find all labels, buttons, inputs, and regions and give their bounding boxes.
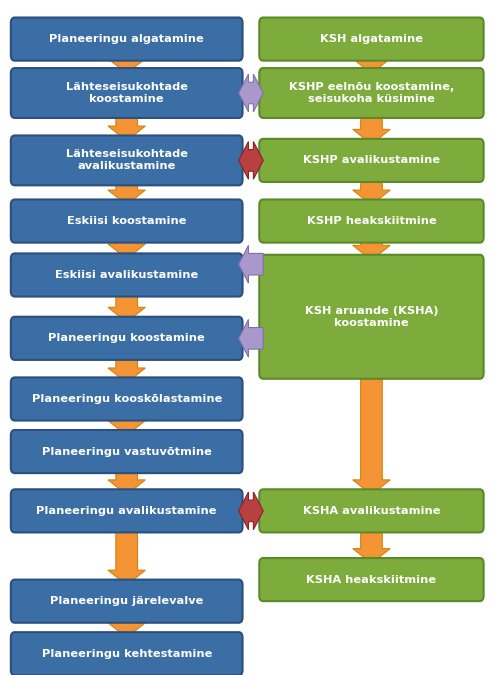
Polygon shape bbox=[353, 113, 390, 144]
Polygon shape bbox=[239, 142, 263, 180]
Text: KSH algatamine: KSH algatamine bbox=[320, 34, 423, 44]
Polygon shape bbox=[353, 373, 390, 495]
Polygon shape bbox=[239, 492, 263, 530]
FancyBboxPatch shape bbox=[259, 558, 484, 601]
Text: Planeeringu avalikustamine: Planeeringu avalikustamine bbox=[36, 506, 217, 516]
Polygon shape bbox=[108, 113, 146, 141]
Polygon shape bbox=[108, 415, 146, 435]
FancyBboxPatch shape bbox=[11, 136, 243, 186]
Polygon shape bbox=[239, 74, 263, 112]
FancyBboxPatch shape bbox=[11, 18, 243, 61]
Polygon shape bbox=[108, 527, 146, 585]
Polygon shape bbox=[108, 618, 146, 638]
Text: Planeeringu kehtestamine: Planeeringu kehtestamine bbox=[41, 649, 212, 659]
Text: Planeeringu kooskõlastamine: Planeeringu kooskõlastamine bbox=[31, 394, 222, 404]
Polygon shape bbox=[108, 354, 146, 383]
FancyBboxPatch shape bbox=[11, 317, 243, 360]
Text: KSHA avalikustamine: KSHA avalikustamine bbox=[303, 506, 440, 516]
Polygon shape bbox=[108, 291, 146, 322]
Text: KSHP eelnõu koostamine,
seisukoha küsimine: KSHP eelnõu koostamine, seisukoha küsimi… bbox=[289, 82, 454, 104]
FancyBboxPatch shape bbox=[259, 254, 484, 379]
Text: Eskiisi avalikustamine: Eskiisi avalikustamine bbox=[55, 270, 198, 280]
Polygon shape bbox=[108, 180, 146, 205]
FancyBboxPatch shape bbox=[11, 489, 243, 533]
Polygon shape bbox=[239, 245, 263, 283]
Polygon shape bbox=[239, 319, 263, 357]
Polygon shape bbox=[353, 55, 390, 74]
Text: Planeeringu algatamine: Planeeringu algatamine bbox=[49, 34, 204, 44]
Text: Planeeringu koostamine: Planeeringu koostamine bbox=[48, 333, 205, 344]
FancyBboxPatch shape bbox=[11, 377, 243, 421]
Polygon shape bbox=[108, 55, 146, 74]
FancyBboxPatch shape bbox=[11, 253, 243, 296]
Text: Lähteseisukohtade
koostamine: Lähteseisukohtade koostamine bbox=[66, 82, 187, 104]
Polygon shape bbox=[108, 468, 146, 495]
FancyBboxPatch shape bbox=[11, 68, 243, 118]
Polygon shape bbox=[353, 237, 390, 260]
FancyBboxPatch shape bbox=[259, 200, 484, 242]
Text: Lähteseisukohtade
avalikustamine: Lähteseisukohtade avalikustamine bbox=[66, 149, 187, 171]
Polygon shape bbox=[353, 177, 390, 205]
Text: Eskiisi koostamine: Eskiisi koostamine bbox=[67, 216, 186, 226]
FancyBboxPatch shape bbox=[259, 68, 484, 118]
Polygon shape bbox=[353, 527, 390, 564]
FancyBboxPatch shape bbox=[259, 489, 484, 533]
Text: KSH aruande (KSHA)
koostamine: KSH aruande (KSHA) koostamine bbox=[305, 306, 438, 328]
Text: Planeeringu järelevalve: Planeeringu järelevalve bbox=[50, 596, 203, 606]
FancyBboxPatch shape bbox=[259, 18, 484, 61]
FancyBboxPatch shape bbox=[259, 139, 484, 182]
Text: KSHA heakskiitmine: KSHA heakskiitmine bbox=[307, 574, 436, 585]
Text: KSHP avalikustamine: KSHP avalikustamine bbox=[303, 155, 440, 165]
Text: KSHP heakskiitmine: KSHP heakskiitmine bbox=[307, 216, 436, 226]
Polygon shape bbox=[108, 237, 146, 259]
Text: Planeeringu vastuvõtmine: Planeeringu vastuvõtmine bbox=[42, 447, 212, 456]
FancyBboxPatch shape bbox=[11, 632, 243, 675]
FancyBboxPatch shape bbox=[11, 430, 243, 473]
FancyBboxPatch shape bbox=[11, 580, 243, 623]
FancyBboxPatch shape bbox=[11, 200, 243, 242]
